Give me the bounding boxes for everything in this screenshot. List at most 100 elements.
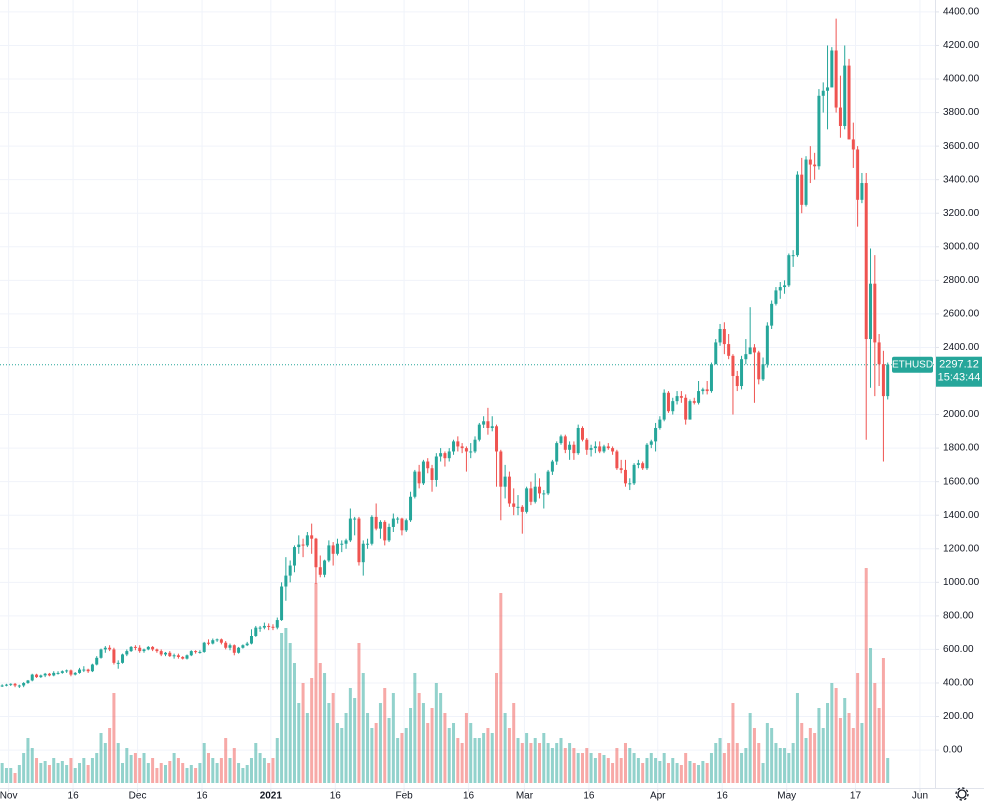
candle-body xyxy=(215,639,219,641)
volume-bar xyxy=(559,738,563,783)
candle-body xyxy=(335,543,339,554)
settings-icon[interactable] xyxy=(955,787,969,801)
candle-body xyxy=(709,364,713,392)
volume-bar xyxy=(65,765,69,783)
volume-bar xyxy=(112,693,116,783)
volume-layer xyxy=(0,568,890,783)
volume-bar xyxy=(615,748,619,783)
volume-bar xyxy=(357,643,361,783)
candle-body xyxy=(821,90,825,96)
x-tick-label: 2021 xyxy=(260,791,283,802)
volume-bar xyxy=(13,773,17,783)
volume-bar xyxy=(697,765,701,783)
volume-bar xyxy=(847,713,851,783)
candle-body xyxy=(421,461,425,484)
candle-body xyxy=(267,625,271,627)
volume-bar xyxy=(546,743,550,783)
volume-bar xyxy=(228,758,232,783)
candle-body xyxy=(0,685,4,687)
volume-bar xyxy=(237,763,241,783)
volume-bar xyxy=(426,723,430,783)
volume-bar xyxy=(176,758,180,783)
volume-bar xyxy=(830,683,834,783)
volume-bar xyxy=(288,643,292,783)
candle-body xyxy=(525,488,529,512)
candle-body xyxy=(245,643,249,646)
volume-bar xyxy=(417,693,421,783)
volume-bar xyxy=(821,728,825,783)
volume-bar xyxy=(447,728,451,783)
candle-body xyxy=(383,521,387,541)
candle-body xyxy=(718,328,722,343)
candle-body xyxy=(748,347,752,355)
candle-body xyxy=(232,645,236,653)
candle-body xyxy=(705,389,709,392)
volume-bar xyxy=(164,765,168,783)
candle-body xyxy=(628,483,632,485)
volume-bar xyxy=(241,768,245,783)
volume-bar xyxy=(568,743,572,783)
candle-body xyxy=(22,682,26,686)
volume-bar xyxy=(877,708,881,783)
candle-body xyxy=(413,471,417,497)
candle-body xyxy=(783,285,787,288)
candle-body xyxy=(787,255,791,286)
candle-body xyxy=(297,544,301,548)
y-tick-label: 4000.00 xyxy=(943,74,980,85)
candle-body xyxy=(56,672,60,674)
volume-bar xyxy=(589,753,593,783)
volume-bar xyxy=(722,753,726,783)
volume-bar xyxy=(770,728,774,783)
volume-bar xyxy=(0,763,4,783)
candle-body xyxy=(512,503,516,507)
candle-body xyxy=(370,516,374,544)
volume-bar xyxy=(387,718,391,783)
candle-body xyxy=(426,461,430,469)
candle-body xyxy=(211,640,215,644)
volume-bar xyxy=(740,753,744,783)
volume-bar xyxy=(121,763,125,783)
volume-bar xyxy=(249,758,253,783)
candle-body xyxy=(344,540,348,544)
volume-bar xyxy=(318,663,322,783)
candle-body xyxy=(546,471,550,494)
candle-body xyxy=(456,441,460,447)
volume-bar xyxy=(456,738,460,783)
volume-bar xyxy=(477,738,481,783)
candle-body xyxy=(430,468,434,480)
candle-body xyxy=(795,174,799,256)
candle-body xyxy=(864,183,868,340)
volume-bar xyxy=(258,753,262,783)
candle-body xyxy=(731,355,735,376)
candle-body xyxy=(563,436,567,450)
volume-bar xyxy=(649,753,653,783)
y-tick-label: 2000.00 xyxy=(943,409,980,420)
volume-bar xyxy=(421,703,425,783)
candle-body xyxy=(26,680,30,683)
volume-bar xyxy=(525,733,529,783)
y-tick-label: 800.00 xyxy=(943,611,974,622)
candle-body xyxy=(576,427,580,454)
candle-body xyxy=(473,439,477,452)
volume-bar xyxy=(129,755,133,783)
candle-body xyxy=(151,646,155,650)
candle-body xyxy=(82,669,86,671)
volume-bar xyxy=(602,755,606,783)
volume-bar xyxy=(370,728,374,783)
candle-body xyxy=(391,518,395,527)
candle-body xyxy=(838,107,842,126)
volume-bar xyxy=(490,733,494,783)
x-tick-label: Nov xyxy=(0,791,17,802)
y-tick-label: 200.00 xyxy=(943,711,974,722)
volume-bar xyxy=(641,763,645,783)
candle-body xyxy=(529,488,533,502)
volume-bar xyxy=(116,743,120,783)
volume-bar xyxy=(86,765,90,783)
candle-body xyxy=(649,441,653,445)
volume-bar xyxy=(808,728,812,783)
volume-bar xyxy=(413,673,417,783)
volume-bar xyxy=(73,768,77,783)
y-tick-label: 1800.00 xyxy=(943,443,980,454)
volume-bar xyxy=(185,768,189,783)
